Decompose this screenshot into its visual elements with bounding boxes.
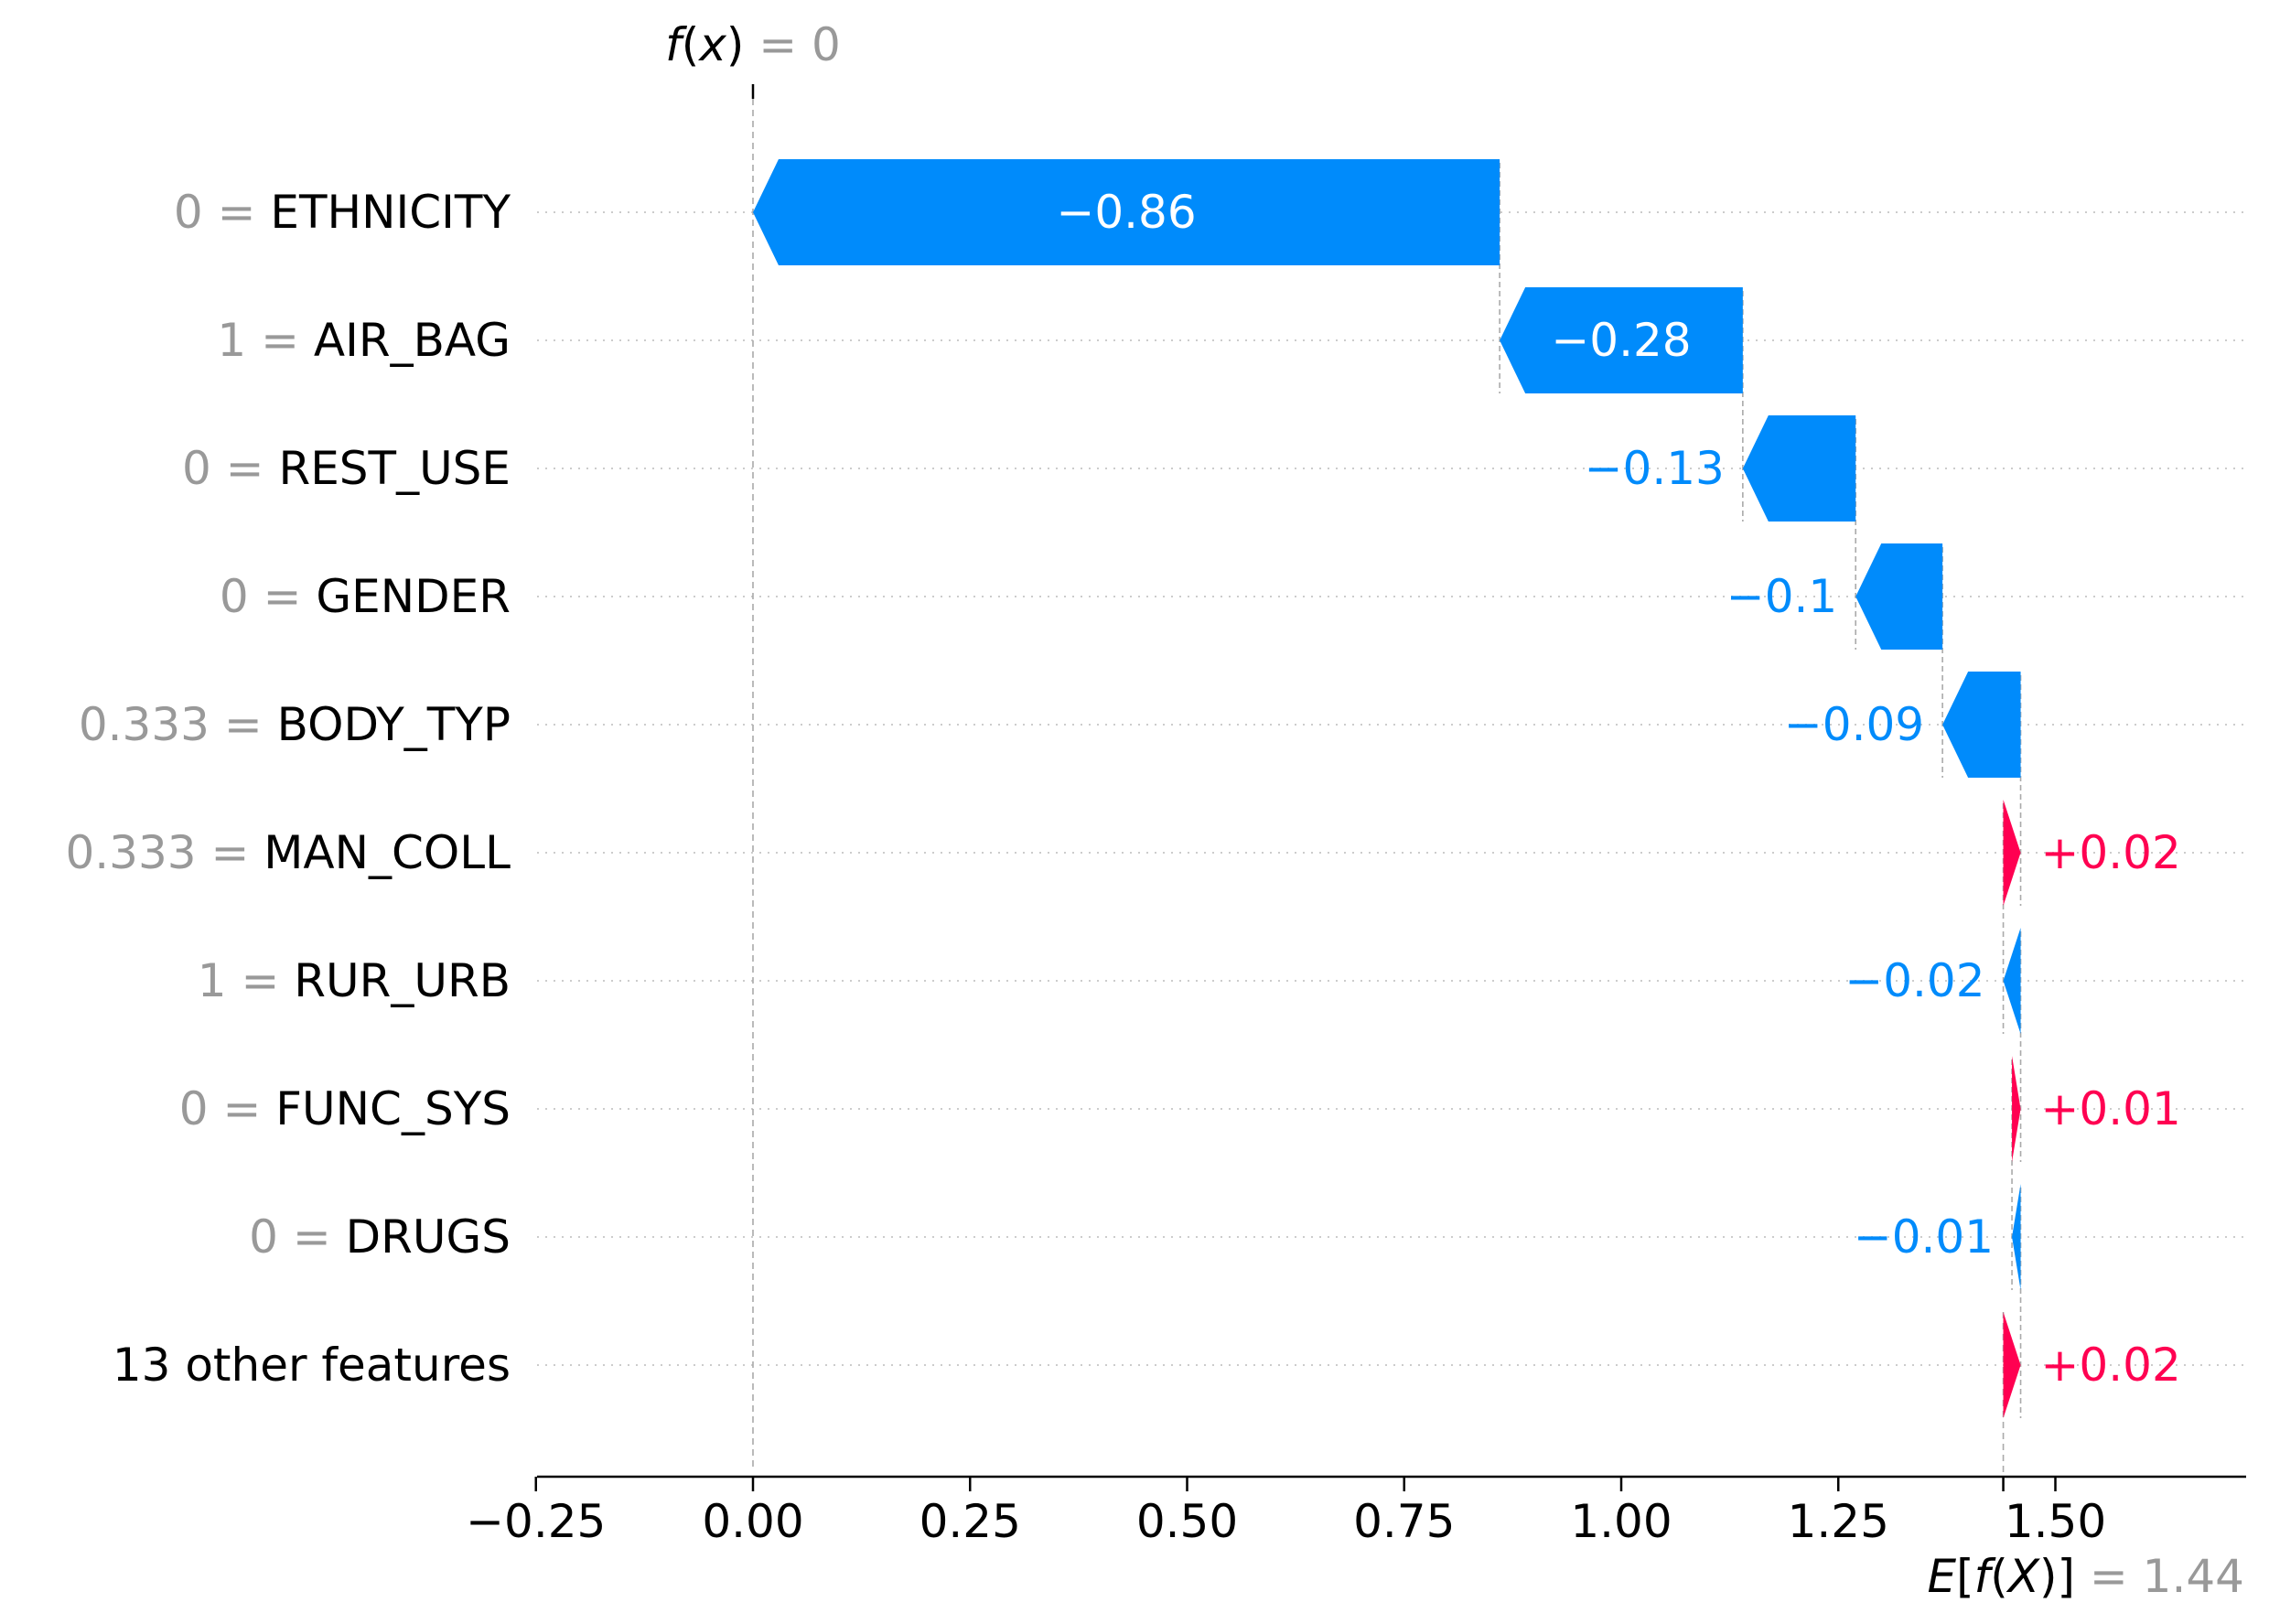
- bar-positive: [2003, 800, 2021, 906]
- feature-label: 0 = DRUGS: [249, 1210, 511, 1264]
- bar-value-label: +0.02: [2041, 1339, 2181, 1392]
- feature-label: 1 = AIR_BAG: [217, 314, 511, 367]
- feature-label: 13 other features: [113, 1339, 511, 1392]
- x-tick-label: 0.25: [919, 1495, 1021, 1548]
- bar-value-label: −0.02: [1844, 954, 1984, 1007]
- bar-negative: [1855, 543, 1943, 650]
- bar-value-label: +0.01: [2041, 1082, 2181, 1135]
- grid-lines: [537, 84, 2246, 1477]
- x-tick-label: 1.25: [1788, 1495, 1889, 1548]
- bar-negative: [1942, 672, 2021, 778]
- bar-negative: [753, 159, 1500, 265]
- bar-value-label: −0.28: [1551, 314, 1691, 367]
- base-value-annotation: E[f(X)] = 1.44: [1927, 1550, 2244, 1603]
- feature-label: 0 = FUNC_SYS: [179, 1082, 511, 1135]
- x-tick-label: 0.50: [1136, 1495, 1238, 1548]
- x-tick-label: 0.00: [702, 1495, 803, 1548]
- bar-negative: [2012, 1184, 2021, 1290]
- bars: [753, 159, 2021, 1418]
- bar-value-label: −0.09: [1784, 698, 1924, 751]
- output-value-annotation: f(x) = 0: [665, 18, 841, 71]
- feature-label: 1 = RUR_URB: [198, 954, 511, 1007]
- feature-label: 0.333 = BODY_TYP: [79, 698, 511, 751]
- feature-label: 0 = GENDER: [220, 570, 511, 623]
- x-tick-label: 1.00: [1570, 1495, 1672, 1548]
- bar-value-label: −0.13: [1585, 442, 1725, 495]
- x-axis: −0.25 0.00 0.25 0.50 0.75 1.00 1.25 1.50: [466, 1475, 2246, 1548]
- feature-label: 0 = ETHNICITY: [174, 186, 511, 239]
- x-tick-label: 0.75: [1353, 1495, 1455, 1548]
- bar-value-label: +0.02: [2041, 826, 2181, 879]
- x-tick-label: −0.25: [466, 1495, 606, 1548]
- bar-value-label: −0.1: [1726, 570, 1837, 623]
- bar-positive: [2012, 1056, 2021, 1162]
- feature-label: 0.333 = MAN_COLL: [65, 826, 511, 879]
- bar-negative: [1742, 415, 1856, 522]
- bar-negative: [1500, 287, 1743, 393]
- bar-value-label: −0.86: [1056, 186, 1196, 239]
- x-tick-label: 1.50: [2005, 1495, 2106, 1548]
- bar-negative: [2003, 928, 2021, 1034]
- feature-label: 0 = REST_USE: [182, 442, 511, 495]
- bar-value-label: −0.01: [1854, 1210, 1994, 1264]
- bar-positive: [2003, 1312, 2021, 1418]
- labels: −0.86 0 = ETHNICITY −0.28 1 = AIR_BAG −0.13 0…: [65, 18, 2244, 1603]
